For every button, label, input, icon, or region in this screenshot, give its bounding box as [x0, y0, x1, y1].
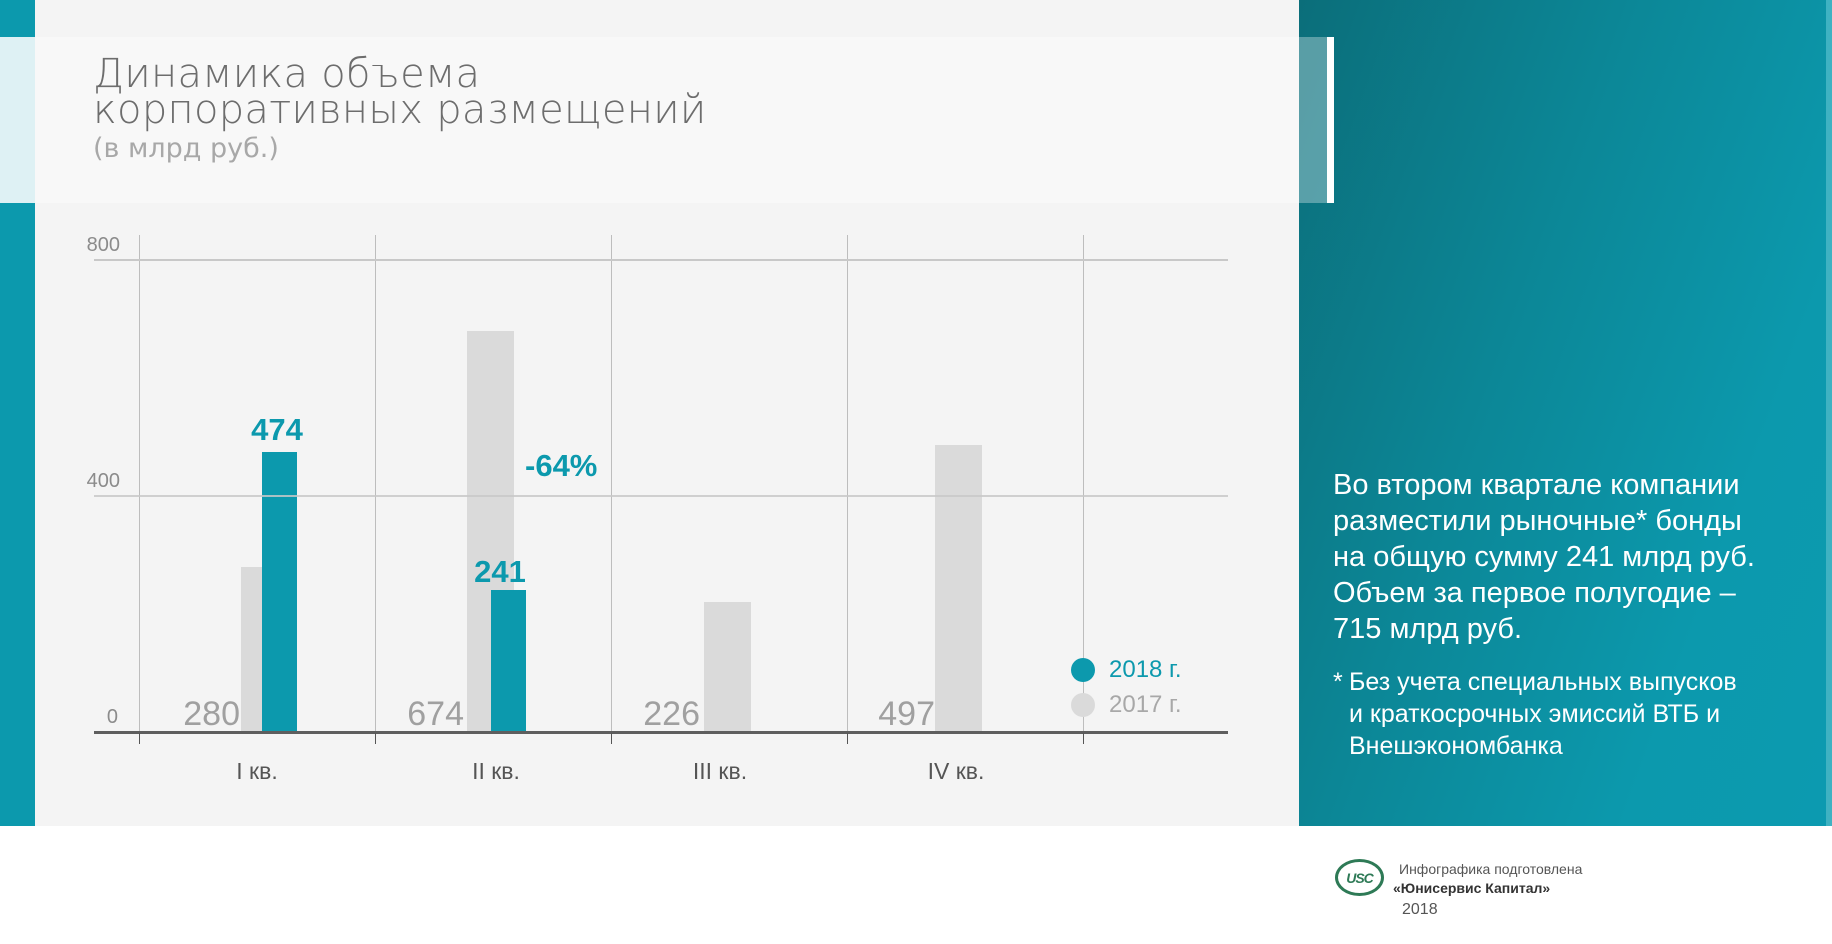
- legend-2018-swatch-icon: [1071, 658, 1095, 682]
- x-label-q4: IV кв.: [927, 758, 985, 784]
- page-title: Динамика объема корпоративных размещений: [93, 51, 707, 133]
- info-panel-edge: [1826, 0, 1832, 826]
- legend-2017-swatch-icon: [1071, 693, 1095, 717]
- logo-text: USC: [1346, 869, 1374, 886]
- left-accent-strip-light: [0, 37, 35, 203]
- footnote-line: и краткосрочных эмиссий ВТБ и: [1349, 700, 1721, 728]
- x-tick: [847, 733, 848, 744]
- x-axis-line: [94, 731, 1228, 734]
- legend-2018-label: 2018 г.: [1109, 656, 1182, 683]
- v-gridline: [375, 235, 376, 732]
- value-2017-q2: 674: [407, 695, 464, 733]
- bar-2018-q1: [262, 452, 297, 732]
- change-annotation: -64%: [525, 448, 598, 483]
- info-panel-text: Во втором квартале компании разместили р…: [1333, 467, 1813, 647]
- v-gridline: [847, 235, 848, 732]
- info-line: 715 млрд руб.: [1333, 613, 1523, 645]
- v-gridline: [139, 235, 140, 732]
- v-gridline: [1083, 235, 1084, 732]
- x-label-q3: III кв.: [692, 758, 748, 784]
- usc-logo-icon: USC: [1335, 859, 1384, 896]
- bar-2017-q4: [935, 445, 982, 732]
- info-line: на общую сумму 241 млрд руб.: [1333, 541, 1755, 573]
- y-tick-800: 800: [86, 234, 120, 256]
- info-line: Во втором квартале компании: [1333, 469, 1740, 501]
- credit-line-2: «Юнисервис Капитал»: [1393, 880, 1551, 896]
- info-panel: [1299, 0, 1832, 826]
- value-2017-q3: 226: [643, 695, 700, 733]
- bar-2017-q3: [704, 602, 751, 732]
- credit-year: 2018: [1402, 901, 1438, 918]
- x-label-q2: II кв.: [472, 758, 520, 784]
- value-2018-q2: 241: [474, 554, 526, 589]
- credit-block: Инфографика подготовлена «Юнисервис Капи…: [1393, 860, 1583, 919]
- footnote-line: Внешэкономбанка: [1349, 732, 1563, 760]
- h-gridline-800: [94, 259, 1228, 261]
- x-tick: [139, 733, 140, 744]
- info-line: Объем за первое полугодие –: [1333, 577, 1736, 609]
- footnote: * Без учета специальных выпусков и кратк…: [1333, 666, 1813, 762]
- y-tick-0: 0: [106, 706, 118, 728]
- x-tick: [611, 733, 612, 744]
- value-2018-q1: 474: [251, 412, 303, 447]
- page-subtitle: (в млрд руб.): [93, 133, 279, 164]
- x-label-q1: I кв.: [236, 758, 278, 784]
- info-line: разместили рыночные* бонды: [1333, 505, 1742, 537]
- credit-line-1: Инфографика подготовлена: [1399, 861, 1583, 877]
- legend-2017-label: 2017 г.: [1109, 691, 1182, 718]
- bar-2018-q2: [491, 590, 526, 732]
- title-band: [35, 37, 1327, 203]
- x-tick: [1083, 733, 1084, 744]
- y-tick-400: 400: [86, 470, 120, 492]
- h-gridline-400: [94, 495, 1228, 497]
- value-2017-q4: 497: [878, 695, 935, 733]
- footnote-line: Без учета специальных выпусков: [1349, 668, 1737, 696]
- title-line-1: Динамика объема: [93, 51, 481, 97]
- v-gridline: [611, 235, 612, 732]
- title-band-stripe: [1327, 37, 1334, 203]
- title-band-tail: [1299, 37, 1327, 203]
- title-line-2: корпоративных размещений: [93, 87, 707, 133]
- footnote-star: *: [1333, 668, 1343, 696]
- value-2017-q1: 280: [183, 695, 240, 733]
- x-tick: [375, 733, 376, 744]
